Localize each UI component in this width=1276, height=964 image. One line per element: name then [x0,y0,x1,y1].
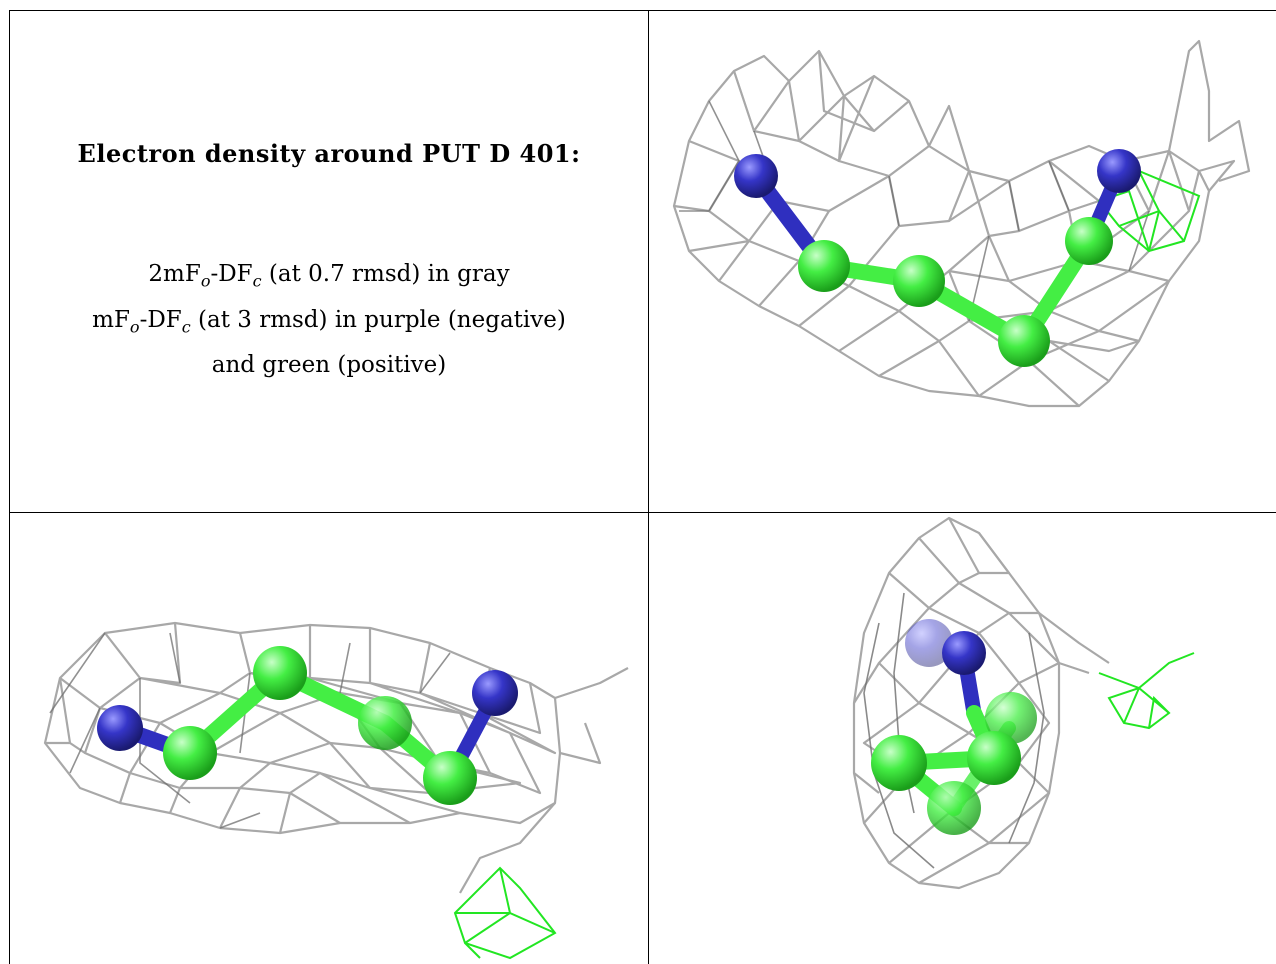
mesh-2fofc [672,39,1251,408]
table-divider-vertical [648,10,649,964]
legend-line1-mid: -DF [210,261,253,287]
ligand-atoms [97,646,518,805]
ligand-atoms [734,149,1141,367]
ligand-atoms [871,619,1037,835]
legend-line2-sub-o: o [129,317,140,337]
table-border-left [9,10,10,964]
table-border-top [9,10,1276,11]
legend-line1-sub-c: c [252,271,262,291]
carbon-atom [967,731,1021,785]
density-view-3-svg [852,516,1195,890]
legend-cell: Electron density around PUT D 401: 2mFo-… [10,11,648,512]
carbon-atom [798,240,850,292]
nitrogen-atom [97,705,143,751]
legend-line1-prefix: 2mF [148,261,201,287]
nitrogen-atom [1097,149,1141,193]
table-divider-horizontal [9,512,1276,513]
carbon-atom [358,696,412,750]
legend-line1-suffix: (at 0.7 rmsd) in gray [261,261,510,287]
density-view-2-svg [43,621,629,960]
legend-line-fofc: mFo-DFc (at 3 rmsd) in purple (negative) [10,301,648,347]
legend-description: 2mFo-DFc (at 0.7 rmsd) in gray mFo-DFc (… [10,255,648,384]
legend-line1-sub-o: o [200,271,211,291]
carbon-atom [871,735,927,791]
nitrogen-atom [905,619,953,667]
nitrogen-atom [942,631,986,675]
carbon-atom [927,781,981,835]
carbon-atom [1065,217,1113,265]
legend-line2-sub-c: c [181,317,191,337]
legend-line-colors: and green (positive) [211,352,447,379]
carbon-atom [893,255,945,307]
mesh-fofc-positive [1098,652,1195,730]
carbon-atom [998,315,1050,367]
carbon-atom [163,726,217,780]
legend-line2-mid: -DF [139,306,182,333]
legend-line2-suffix: (at 3 rmsd) in purple (negative) [190,306,566,333]
density-view-1 [649,11,1276,512]
density-view-3 [649,513,1276,964]
carbon-atom [253,646,307,700]
legend-line2-prefix: mF [92,306,130,333]
mesh-2fofc [852,516,1110,890]
nitrogen-atom [472,670,518,716]
carbon-atom [985,692,1037,744]
carbon-atom [423,751,477,805]
nitrogen-atom [734,154,778,198]
legend-line-2fofc: 2mFo-DFc (at 0.7 rmsd) in gray [10,255,648,301]
density-view-2 [10,513,648,964]
panel-title: Electron density around PUT D 401: [77,139,581,168]
mesh-fofc-positive [453,866,557,960]
mesh-2fofc [43,621,629,894]
density-view-1-svg [672,39,1251,408]
